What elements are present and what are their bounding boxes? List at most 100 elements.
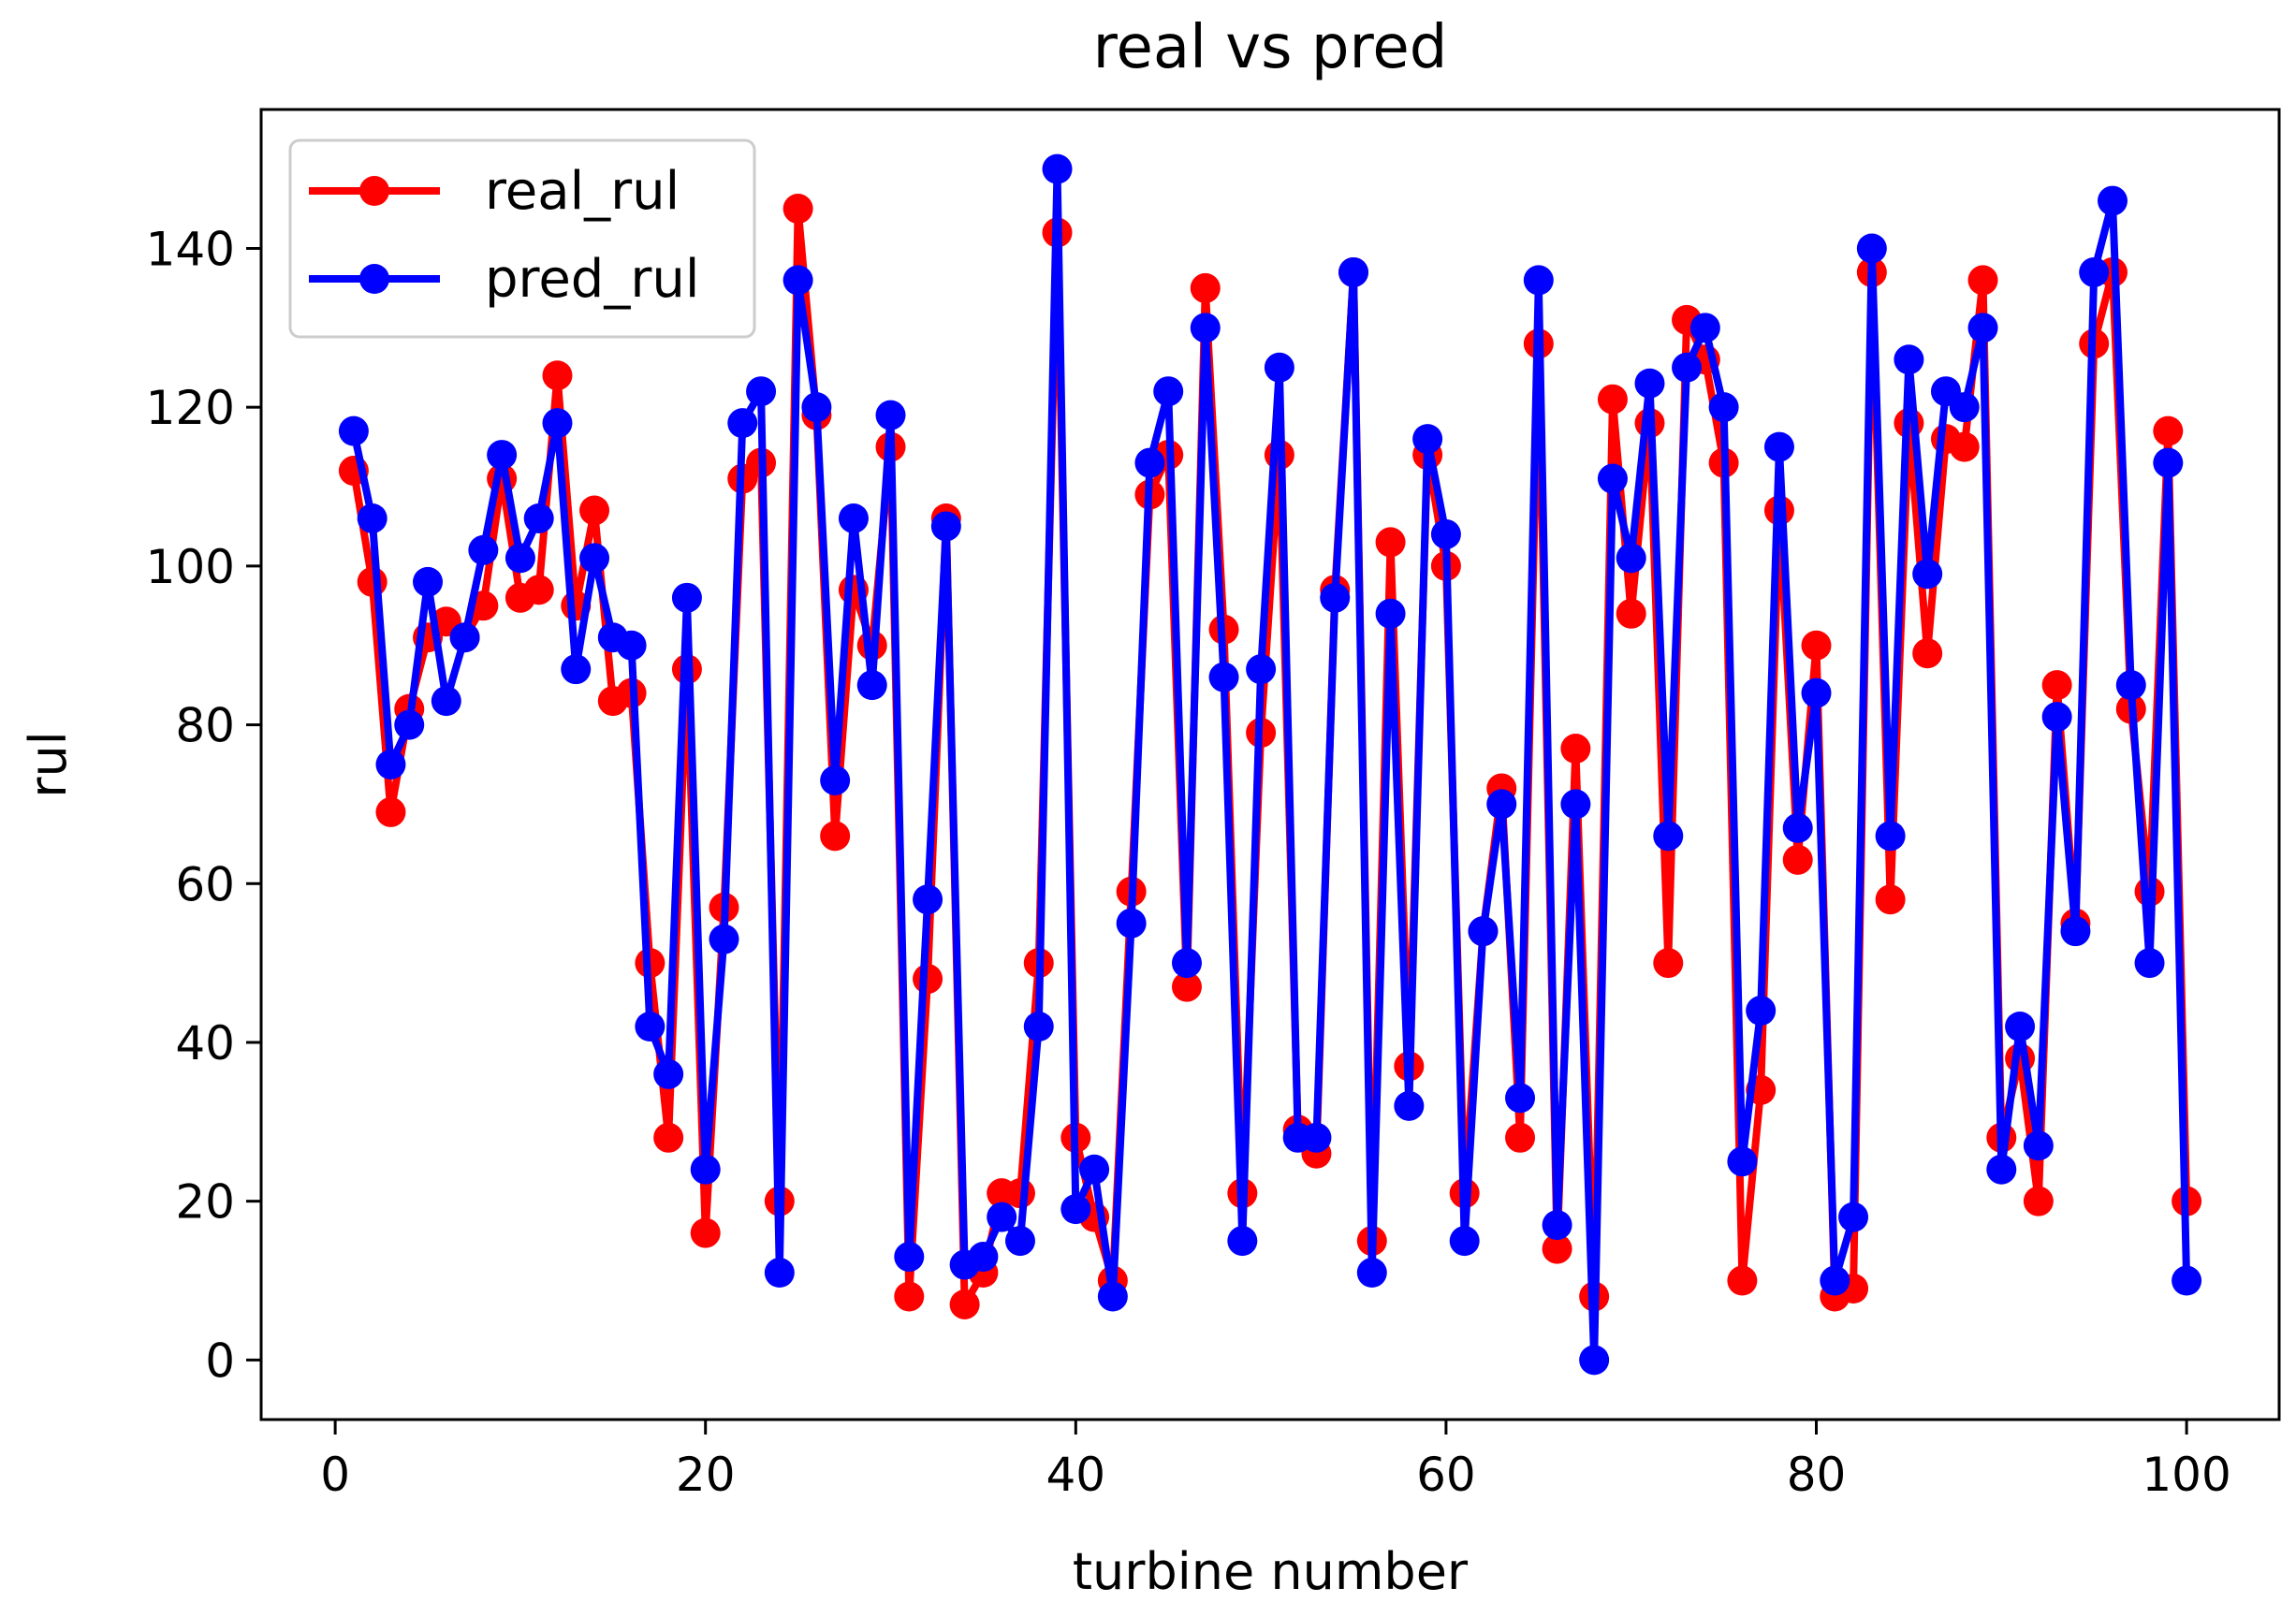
data-point-pred-rul [1486, 789, 1517, 820]
data-point-pred-rul [1004, 1226, 1035, 1257]
data-point-pred-rul [1356, 1258, 1387, 1289]
data-point-pred-rul [1097, 1281, 1128, 1312]
data-point-real-rul [1801, 630, 1832, 661]
data-point-real-rul [690, 1217, 721, 1248]
data-point-pred-rul [616, 630, 647, 661]
x-tick-label: 0 [320, 1448, 350, 1502]
data-point-real-rul [1653, 948, 1684, 979]
legend-marker-real-rul [359, 176, 389, 206]
data-point-pred-rul [1412, 424, 1443, 455]
data-point-pred-rul [913, 884, 943, 915]
data-point-pred-rul [1838, 1202, 1869, 1232]
data-point-pred-rul [1394, 1090, 1425, 1121]
data-point-real-rul [542, 360, 573, 391]
data-point-pred-rul [801, 392, 832, 423]
data-point-pred-rul [1153, 376, 1184, 407]
legend-label-real-rul: real_rul [485, 161, 680, 222]
data-point-real-rul [357, 566, 388, 597]
data-point-pred-rul [1672, 352, 1703, 383]
data-point-pred-rul [1116, 908, 1147, 939]
data-point-pred-rul [1634, 368, 1665, 399]
data-point-real-rul [579, 495, 610, 526]
data-point-real-rul [949, 1289, 980, 1319]
x-axis: 0 20 40 60 80 100 [320, 1420, 2231, 1502]
data-point-real-rul [1912, 638, 1943, 669]
y-tick-label: 0 [205, 1333, 235, 1388]
data-point-pred-rul [1689, 313, 1720, 343]
data-point-pred-rul [709, 924, 739, 954]
data-point-real-rul [782, 194, 813, 225]
data-point-real-rul [653, 1122, 684, 1153]
data-point-pred-rul [2005, 1012, 2036, 1042]
x-tick-label: 100 [2142, 1448, 2230, 1502]
data-point-pred-rul [1505, 1083, 1536, 1114]
data-point-pred-rul [1763, 431, 1794, 462]
data-point-pred-rul [894, 1242, 925, 1273]
data-point-pred-rul [838, 503, 869, 533]
data-point-pred-rul [1320, 582, 1351, 613]
data-point-real-rul [1171, 971, 1202, 1002]
y-tick-label: 120 [146, 381, 235, 435]
series-pred-rul [338, 153, 2202, 1376]
data-point-real-rul [1190, 272, 1221, 303]
data-point-pred-rul [413, 566, 444, 597]
data-point-real-rul [2153, 415, 2184, 446]
data-point-pred-rul [782, 265, 813, 296]
data-point-pred-rul [449, 622, 480, 653]
data-point-pred-rul [2153, 447, 2184, 478]
data-point-pred-rul [1227, 1226, 1258, 1257]
data-point-pred-rul [505, 543, 535, 574]
data-point-pred-rul [820, 765, 851, 795]
data-point-pred-rul [1246, 654, 1277, 685]
data-point-pred-rul [1597, 463, 1628, 494]
y-tick-label: 80 [175, 699, 235, 753]
data-point-real-rul [523, 575, 554, 605]
data-point-pred-rul [1986, 1154, 2017, 1185]
data-point-real-rul [1375, 527, 1406, 558]
data-point-pred-rul [1875, 821, 1906, 852]
legend-marker-pred-rul [359, 264, 389, 294]
data-point-pred-rul [1894, 344, 1924, 375]
data-point-real-rul [375, 796, 406, 827]
data-point-pred-rul [1023, 1012, 1054, 1042]
data-point-pred-rul [468, 534, 499, 565]
data-point-pred-rul [1301, 1122, 1332, 1153]
legend-entry-pred-rul: pred_rul [309, 249, 699, 310]
data-point-pred-rul [561, 654, 592, 685]
y-axis: 0 20 40 60 80 100 120 140 [146, 222, 261, 1388]
data-point-pred-rul [487, 440, 518, 471]
data-point-pred-rul [1208, 662, 1239, 692]
y-tick-label: 40 [175, 1016, 235, 1071]
y-tick-label: 100 [146, 540, 235, 594]
y-tick-label: 20 [175, 1175, 235, 1230]
data-point-pred-rul [2097, 185, 2128, 216]
data-point-pred-rul [1190, 313, 1221, 343]
data-point-pred-rul [338, 415, 369, 446]
data-point-pred-rul [1746, 996, 1777, 1027]
data-point-pred-rul [1967, 313, 1998, 343]
data-point-pred-rul [431, 686, 461, 717]
data-point-real-rul [1967, 265, 1998, 296]
data-point-pred-rul [1134, 447, 1165, 478]
data-point-pred-rul [1560, 789, 1591, 820]
data-point-pred-rul [1801, 677, 1832, 708]
data-point-pred-rul [1430, 518, 1461, 549]
data-point-pred-rul [2172, 1265, 2202, 1296]
data-point-pred-rul [653, 1058, 684, 1089]
data-point-real-rul [1727, 1265, 1758, 1296]
data-point-pred-rul [1468, 916, 1499, 947]
data-point-real-rul [1560, 734, 1591, 765]
data-point-pred-rul [671, 582, 702, 613]
data-point-pred-rul [1264, 352, 1294, 383]
x-axis-label: turbine number [1073, 1542, 1469, 1601]
data-point-real-rul [2023, 1186, 2054, 1216]
data-point-pred-rul [2115, 670, 2146, 701]
y-axis-label: rul [19, 731, 78, 797]
data-point-pred-rul [1523, 265, 1554, 296]
data-point-pred-rul [968, 1242, 999, 1273]
data-point-real-rul [1597, 384, 1628, 415]
data-point-pred-rul [690, 1154, 721, 1185]
x-tick-label: 20 [676, 1448, 736, 1502]
x-tick-label: 60 [1416, 1448, 1476, 1502]
plot-area [259, 108, 2281, 1421]
